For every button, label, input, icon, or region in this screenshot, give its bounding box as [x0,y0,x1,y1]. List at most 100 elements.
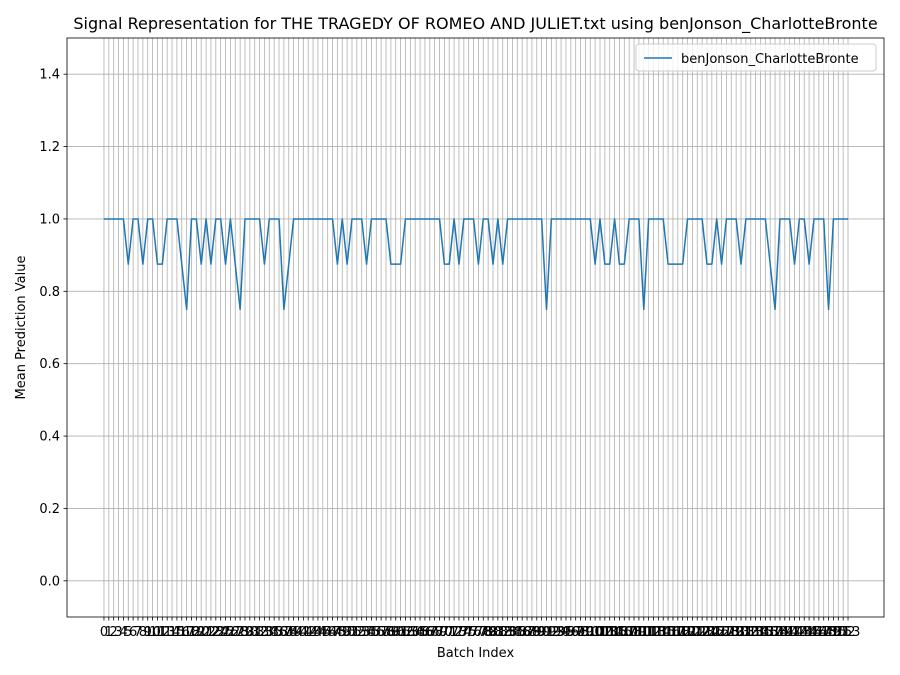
x-tick-label: 39 [285,625,302,640]
x-tick-label: 24 [212,625,229,640]
x-tick-label: 89 [529,625,546,640]
x-tick-label: 0 [100,625,108,640]
x-tick-label: 55 [363,625,380,640]
x-tick-label: 1 [105,625,113,640]
x-tick-label: 20 [193,625,210,640]
x-tick-label: 146 [802,625,827,640]
x-tick-label: 119 [670,625,695,640]
x-tick-label: 76 [465,625,482,640]
x-tick-label: 108 [617,625,642,640]
x-tick-label: 68 [426,625,443,640]
x-tick-label: 42 [300,625,317,640]
x-tick-label: 120 [675,625,700,640]
x-tick-label: 90 [533,625,550,640]
x-tick-label: 98 [572,625,589,640]
x-tick-label: 126 [704,625,729,640]
x-tick-label: 56 [368,625,385,640]
x-tick-label: 151 [826,625,851,640]
x-tick-label: 65 [412,625,429,640]
x-tick-label: 93 [548,625,565,640]
x-tick-label: 113 [641,625,666,640]
x-tick-label: 64 [407,625,424,640]
x-tick-label: 33 [256,625,273,640]
x-tick-label: 5 [124,625,132,640]
x-tick-label: 34 [261,625,278,640]
x-tick-label: 107 [612,625,637,640]
x-axis-label: Batch Index [437,646,515,661]
x-tick-label: 38 [280,625,297,640]
x-tick-label: 148 [811,625,836,640]
x-tick-label: 16 [173,625,190,640]
x-tick-label: 6 [129,625,137,640]
x-tick-label: 47 [324,625,341,640]
x-tick-label: 31 [246,625,263,640]
x-tick-label: 117 [661,625,686,640]
y-tick-label: 1.4 [39,68,60,83]
x-tick-label: 37 [276,625,293,640]
legend-box [635,43,877,72]
x-tick-label: 51 [344,625,361,640]
x-tick-label: 134 [743,625,768,640]
x-tick-label: 17 [178,625,195,640]
x-tick-label: 86 [514,625,531,640]
x-tick-label: 138 [763,625,788,640]
x-tick-label: 152 [831,625,856,640]
x-tick-label: 118 [665,625,690,640]
x-tick-label: 142 [782,625,807,640]
x-tick-label: 14 [164,625,181,640]
x-tick-label: 103 [592,625,617,640]
x-tick-label: 80 [485,625,502,640]
y-tick-label: 0.8 [39,285,60,300]
x-tick-label: 110 [626,625,651,640]
x-tick-label: 99 [577,625,594,640]
x-tick-label: 109 [622,625,647,640]
x-tick-label: 63 [402,625,419,640]
y-tick-label: 0.2 [39,502,60,517]
chart-title: Signal Representation for THE TRAGEDY OF… [73,14,877,34]
x-tick-label: 30 [242,625,259,640]
x-tick-label: 43 [305,625,322,640]
legend-label: benJonson_CharlotteBronte [681,52,859,67]
x-tick-label: 101 [583,625,608,640]
x-tick-label: 127 [709,625,734,640]
x-tick-label: 23 [208,625,225,640]
x-tick-label: 49 [334,625,351,640]
y-tick-label: 0.4 [39,430,60,445]
x-tick-label: 100 [578,625,603,640]
x-tick-label: 91 [538,625,555,640]
x-tick-label: 82 [494,625,511,640]
x-tick-label: 121 [680,625,705,640]
x-tick-label: 83 [499,625,516,640]
x-tick-label: 79 [480,625,497,640]
x-tick-label: 69 [431,625,448,640]
x-tick-label: 105 [602,625,627,640]
x-tick-label: 27 [227,625,244,640]
x-tick-label: 22 [203,625,220,640]
x-tick-label: 70 [436,625,453,640]
x-tick-label: 129 [719,625,744,640]
x-tick-label: 44 [310,625,327,640]
x-tick-label: 59 [383,625,400,640]
x-tick-label: 32 [251,625,268,640]
x-tick-label: 29 [237,625,254,640]
x-tick-label: 19 [188,625,205,640]
x-tick-label: 92 [543,625,560,640]
x-tick-label: 12 [154,625,171,640]
x-tick-label: 67 [422,625,439,640]
x-tick-label: 58 [378,625,395,640]
x-tick-label: 52 [349,625,366,640]
x-tick-label: 35 [266,625,283,640]
x-tick-label: 78 [475,625,492,640]
x-tick-label: 75 [460,625,477,640]
x-tick-label: 131 [729,625,754,640]
x-tick-label: 94 [553,625,570,640]
x-tick-label: 8 [139,625,147,640]
x-tick-label: 104 [597,625,622,640]
x-tick-label: 124 [695,625,720,640]
x-tick-label: 141 [777,625,802,640]
x-tick-label: 144 [792,625,817,640]
x-tick-label: 18 [183,625,200,640]
x-tick-label: 102 [588,625,613,640]
